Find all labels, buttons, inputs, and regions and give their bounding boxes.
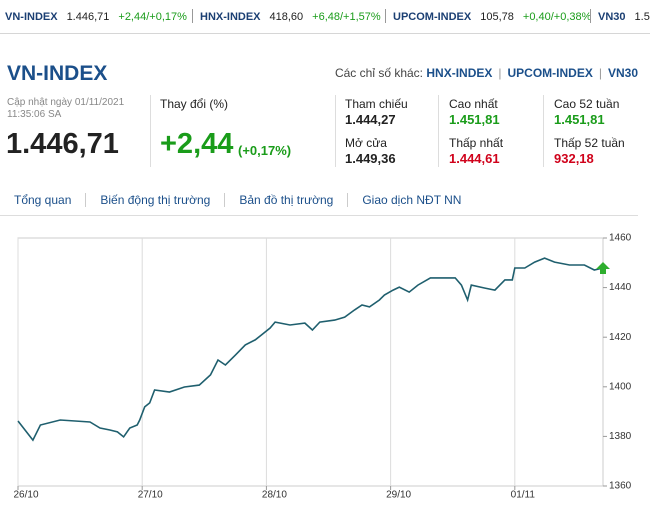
- index-link[interactable]: VN30: [607, 66, 638, 80]
- ticker-value: 1.446,71: [66, 11, 110, 23]
- stat-value: 1.444,27: [345, 112, 396, 127]
- ticker-separator: [590, 9, 591, 23]
- stat-value: 1.449,36: [345, 151, 396, 166]
- y-tick-label: 1380: [609, 431, 632, 442]
- tab[interactable]: Bản đồ thị trường: [224, 193, 347, 207]
- change-label: Thay đổi (%): [160, 97, 229, 111]
- y-tick-label: 1360: [609, 481, 632, 492]
- stat-value: 932,18: [554, 151, 594, 166]
- chart: 1360 1380 1400 1420 1440 1460 26/10 27/10 28/10 2…: [13, 233, 632, 501]
- price-line: [17, 257, 604, 442]
- x-tick-label: 29/10: [386, 490, 411, 501]
- tab[interactable]: Giao dịch NĐT NN: [347, 193, 475, 207]
- y-tick-label: 1400: [609, 381, 632, 392]
- ticker-change: +6,48/+1,57%: [312, 11, 381, 23]
- ticker-change: +0,40/+0,38%: [522, 11, 592, 23]
- stat-label: Thấp 52 tuần: [554, 136, 625, 150]
- other-label: Các chỉ số khác:: [334, 66, 424, 80]
- ticker-change: +2,44/+0,17%: [118, 11, 187, 23]
- ticker-item: VN30 1.5: [598, 11, 650, 23]
- index-link[interactable]: UPCOM-INDEX: [507, 66, 593, 80]
- updated-time: 11:35:06 SA: [7, 109, 62, 120]
- ticker-item: HNX-INDEX 418,60 +6,48/+1,57%: [200, 11, 381, 23]
- stat-label: Cao 52 tuần: [554, 97, 620, 111]
- price: 1.446,71: [6, 128, 119, 160]
- updated: Cập nhật ngày 01/11/2021: [7, 97, 125, 108]
- ticker-value: 105,78: [480, 11, 514, 23]
- x-tick-label: 01/11: [511, 490, 536, 501]
- stat-value: 1.451,81: [449, 112, 500, 127]
- x-tick-label: 26/10: [13, 490, 38, 501]
- ticker-name[interactable]: UPCOM-INDEX: [393, 11, 472, 23]
- index-link[interactable]: HNX-INDEX: [426, 66, 493, 80]
- ticker-item: UPCOM-INDEX 105,78 +0,40/+0,38%: [393, 11, 591, 23]
- tab[interactable]: Biến động thị trường: [85, 193, 224, 207]
- ticker-bar: VN-INDEX 1.446,71 +2,44/+0,17% HNX-INDEX 418…: [0, 0, 650, 34]
- other-indices: Các chỉ số khác: HNX-INDEX | UPCOM-INDEX | V…: [335, 66, 638, 80]
- links: HNX-INDEX | UPCOM-INDEX | VN30: [426, 66, 638, 80]
- stat-label: Cao nhất: [449, 97, 498, 111]
- stat-label: Mở cửa: [345, 136, 387, 150]
- stat-label: Thấp nhất: [449, 136, 504, 150]
- separator: [150, 95, 151, 167]
- separator: [335, 95, 336, 167]
- y-tick-label: 1440: [609, 282, 632, 293]
- ticker-name[interactable]: VN-INDEX: [5, 11, 58, 23]
- change: +2,44: [160, 128, 234, 160]
- up-arrow: [596, 262, 610, 275]
- tabs: Tổng quan Biến động thị trường Bản đồ thị …: [0, 185, 638, 216]
- link-separator: |: [598, 66, 602, 80]
- ticker-value: 418,60: [269, 11, 304, 23]
- ticker-value: 1.5: [634, 11, 650, 23]
- stat-value: 1.444,61: [449, 151, 500, 166]
- y-tick-label: 1460: [609, 233, 632, 244]
- y-tick-label: 1420: [609, 332, 632, 343]
- ticker-item: VN-INDEX 1.446,71 +2,44/+0,17%: [5, 11, 187, 23]
- tab[interactable]: Tổng quan: [14, 193, 72, 207]
- ticker-name[interactable]: HNX-INDEX: [200, 11, 261, 23]
- ticker-separator: [192, 9, 193, 23]
- ticker-separator: [385, 9, 386, 23]
- stat-value: 1.451,81: [554, 112, 605, 127]
- x-tick-label: 28/10: [262, 490, 287, 501]
- x-tick-label: 27/10: [138, 490, 163, 501]
- stat-label: Tham chiếu: [345, 97, 408, 111]
- index-title: VN-INDEX: [7, 62, 108, 85]
- separator: [438, 95, 439, 167]
- separator: [543, 95, 544, 167]
- change-pct: (+0,17%): [238, 143, 292, 158]
- link-separator: |: [498, 66, 502, 80]
- ticker-name[interactable]: VN30: [598, 11, 626, 23]
